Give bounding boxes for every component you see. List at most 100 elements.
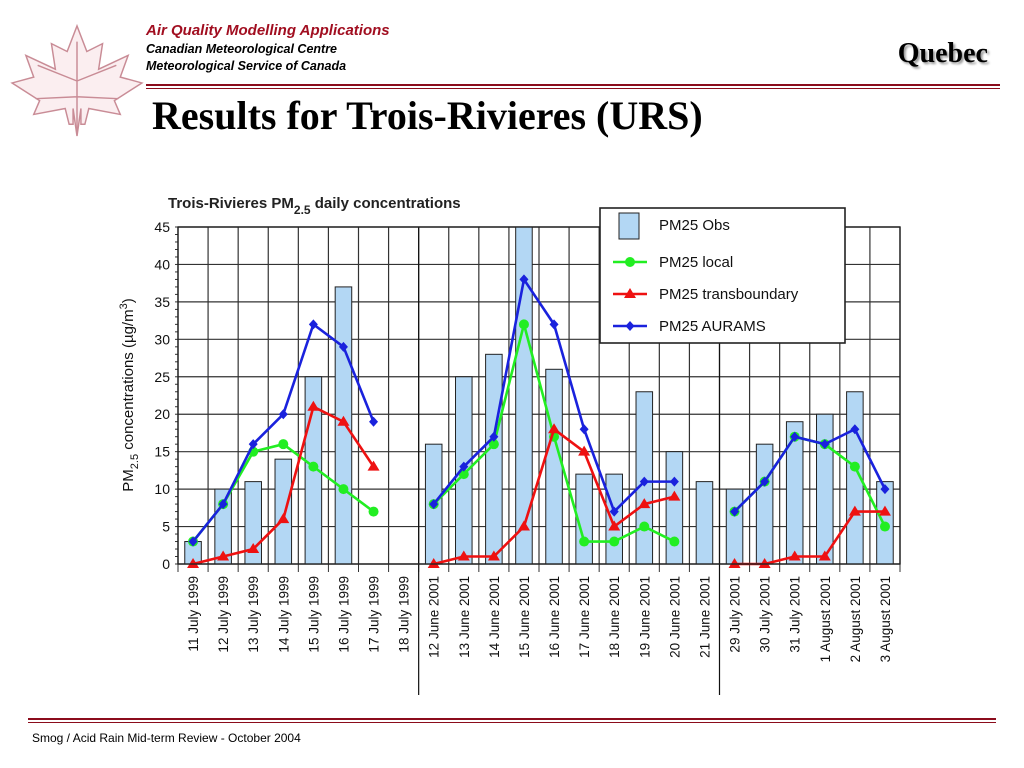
aurams-point [338,341,348,352]
region-label: Quebec [897,38,988,69]
org-line-1: Air Quality Modelling Applications [146,22,390,39]
header-rule [146,84,1000,86]
local-point [849,461,860,472]
maple-leaf-icon [10,23,144,137]
aurams-point [188,536,198,547]
aurams-point [880,484,890,495]
transboundary-point [517,520,530,531]
aurams-point [278,409,288,420]
x-tick-label: 21 June 2001 [697,576,712,658]
y-tick-label: 35 [154,294,170,310]
transboundary-point [818,550,831,561]
aurams-point [459,461,469,472]
y-tick-label: 45 [154,219,170,235]
x-tick-label: 12 July 1999 [216,576,231,653]
legend-label: PM25 transboundary [659,286,799,303]
aurams-point [850,424,860,435]
x-tick-label: 31 July 2001 [788,576,803,653]
local-point [518,319,529,330]
local-point [278,439,289,450]
footer-text: Smog / Acid Rain Mid-term Review - Octob… [32,731,301,745]
x-tick-label: 16 July 1999 [336,576,351,653]
footer-rule-thin [28,722,996,723]
transboundary-point [878,505,891,516]
transboundary-point [848,505,861,516]
obs-bar [665,451,684,565]
pm25-chart: Trois-Rivieres PM2.5 daily concentration… [118,195,901,695]
x-tick-label: 14 June 2001 [487,576,502,658]
aurams-point [820,439,830,450]
transboundary-point [608,520,621,531]
series-line [733,427,887,513]
obs-bar [605,473,623,565]
transboundary-point [728,558,741,568]
local-point [308,461,319,472]
transboundary-point [337,415,350,426]
x-tick-label: 17 June 2001 [577,576,592,658]
aurams-point [218,499,228,510]
y-axis-label: PM2.5 concentrations (µg/m3) [118,298,141,491]
local-point [488,439,499,450]
local-point [609,536,620,547]
y-tick-label: 15 [154,444,170,460]
x-tick-label: 11 July 1999 [186,576,201,652]
header-rule-thin [146,88,1000,89]
obs-bar [545,368,563,565]
obs-bar [485,353,503,565]
y-tick-label: 40 [154,256,170,272]
aurams-point [609,506,619,517]
footer-rule [28,718,996,720]
legend-label: PM25 Obs [659,217,730,234]
legend-label: PM25 AURAMS [659,318,766,335]
x-tick-label: 3 August 2001 [878,576,893,662]
aurams-point [519,274,529,285]
x-tick-label: 12 June 2001 [427,576,442,658]
x-tick-label: 15 July 1999 [306,576,321,653]
x-tick-label: 2 August 2001 [848,576,863,662]
transboundary-point [307,400,320,411]
legend-marker [624,288,636,298]
local-point [879,521,890,532]
x-tick-label: 18 July 1999 [397,576,412,653]
obs-bar [725,488,744,565]
x-tick-label: 19 June 2001 [637,576,652,658]
chart-title: Trois-Rivieres PM2.5 daily concentration… [168,195,461,217]
transboundary-point [457,550,470,561]
y-tick-label: 30 [154,331,170,347]
chart-legend: PM25 Obs PM25 local PM25 transboundary PM25… [599,207,846,344]
local-point [368,506,379,517]
x-tick-label: 17 July 1999 [367,576,382,653]
transboundary-point [638,498,651,509]
x-tick-label: 16 June 2001 [547,576,562,658]
transboundary-point [247,543,260,554]
aurams-point [308,319,318,330]
x-tick-label: 18 June 2001 [607,576,622,658]
aurams-point [549,319,559,330]
aurams-point [730,506,740,517]
transboundary-point [548,423,561,434]
y-tick-label: 0 [162,556,170,572]
aurams-point [248,439,258,450]
aurams-point [669,476,679,487]
x-tick-label: 30 July 2001 [758,576,773,653]
y-tick-label: 20 [154,406,170,422]
local-point [639,521,650,532]
transboundary-point [367,460,380,471]
legend-label: PM25 local [659,254,733,271]
x-tick-label: 29 July 2001 [728,576,743,653]
x-tick-label: 13 July 1999 [246,576,261,653]
aurams-point [369,416,379,427]
transboundary-point [427,558,440,568]
y-tick-label: 25 [154,369,170,385]
x-tick-label: 20 June 2001 [667,576,682,658]
aurams-point [579,424,589,435]
transboundary-point [217,550,230,561]
x-tick-label: 15 June 2001 [517,576,532,658]
aurams-point [639,476,649,487]
aurams-point [429,499,439,510]
local-point [338,484,349,495]
aurams-point [760,476,770,487]
transboundary-point [668,490,681,501]
legend-swatch-obs [618,212,640,240]
x-tick-label: 13 June 2001 [457,576,472,658]
